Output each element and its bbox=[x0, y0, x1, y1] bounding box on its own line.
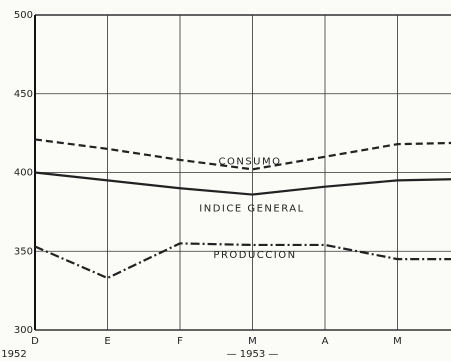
x-tick-label: F bbox=[177, 336, 183, 347]
y-tick-label: 450 bbox=[14, 89, 33, 100]
line-series bbox=[34, 138, 451, 171]
x-tick-label: M bbox=[248, 336, 257, 347]
x-tick-label: M bbox=[393, 336, 402, 347]
annotation: — 1953 — bbox=[227, 349, 279, 360]
x-tick-label: D bbox=[31, 336, 39, 347]
line-series bbox=[34, 171, 451, 196]
y-tick-label: 400 bbox=[14, 168, 33, 179]
series-label: INDICE GENERAL bbox=[199, 204, 304, 215]
series-label: CONSUMO bbox=[219, 156, 282, 167]
line-series bbox=[34, 242, 451, 280]
y-tick-label: 350 bbox=[14, 246, 33, 257]
y-tick-label: 300 bbox=[14, 325, 33, 336]
annotation: 1952 bbox=[1, 349, 26, 360]
series-label: PRODUCCION bbox=[213, 250, 296, 261]
y-tick-label: 500 bbox=[14, 10, 33, 21]
x-tick-label: E bbox=[104, 336, 110, 347]
x-tick-label: A bbox=[322, 336, 329, 347]
